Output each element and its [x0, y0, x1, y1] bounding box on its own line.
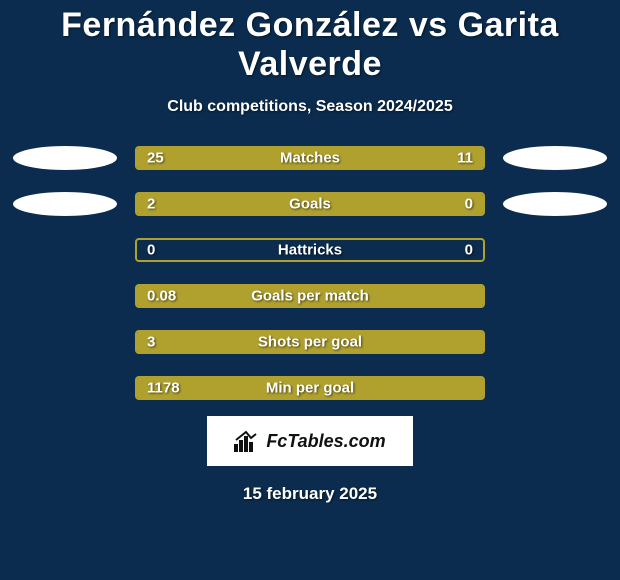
- page-title: Fernández González vs Garita Valverde: [0, 6, 620, 84]
- stat-bars: 25 11 Matches 2 0 Goals 0 0 Hattricks 0.08 Goals p…: [135, 146, 485, 400]
- stat-label: Hattricks: [278, 242, 342, 259]
- fctables-logo-icon: [234, 430, 260, 452]
- logo-text: FcTables.com: [266, 431, 385, 452]
- bar-fill-left: [137, 194, 397, 214]
- stat-bar-row: 2 0 Goals: [135, 192, 485, 216]
- stat-bar-row: 0.08 Goals per match: [135, 284, 485, 308]
- stat-value-left: 2: [147, 196, 155, 213]
- stat-bar-row: 1178 Min per goal: [135, 376, 485, 400]
- stat-label: Goals per match: [251, 288, 369, 305]
- subtitle: Club competitions, Season 2024/2025: [167, 98, 452, 116]
- stat-value-left: 3: [147, 334, 155, 351]
- stat-bar-row: 3 Shots per goal: [135, 330, 485, 354]
- stat-label: Matches: [280, 150, 340, 167]
- stat-label: Shots per goal: [258, 334, 362, 351]
- stat-bar-row: 0 0 Hattricks: [135, 238, 485, 262]
- stat-value-left: 1178: [147, 380, 180, 397]
- stat-value-right: 11: [457, 150, 473, 167]
- stat-value-right: 0: [465, 196, 473, 213]
- infographic-container: Fernández González vs Garita Valverde Cl…: [0, 0, 620, 504]
- player-ellipse-icon: [13, 192, 117, 216]
- player-ellipse-icon: [503, 192, 607, 216]
- stat-label: Min per goal: [266, 380, 354, 397]
- stat-value-left: 0.08: [147, 288, 176, 305]
- player-ellipse-icon: [13, 146, 117, 170]
- stat-label: Goals: [289, 196, 331, 213]
- stat-value-left: 0: [147, 242, 155, 259]
- stat-value-left: 25: [147, 150, 164, 167]
- player-left-ellipses: [13, 146, 117, 400]
- logo-box: FcTables.com: [207, 416, 413, 466]
- stat-value-right: 0: [465, 242, 473, 259]
- stat-bar-row: 25 11 Matches: [135, 146, 485, 170]
- player-right-ellipses: [503, 146, 607, 400]
- date-text: 15 february 2025: [243, 484, 377, 504]
- stats-area: 25 11 Matches 2 0 Goals 0 0 Hattricks 0.08 Goals p…: [0, 146, 620, 400]
- player-ellipse-icon: [503, 146, 607, 170]
